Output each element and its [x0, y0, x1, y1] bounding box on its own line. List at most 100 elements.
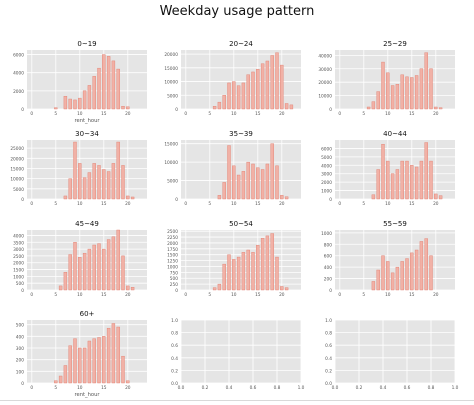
bar-hour-7: [371, 281, 376, 291]
bar-hour-17: [419, 160, 424, 200]
x-tick-label: 0: [338, 292, 341, 298]
x-tick-label: 5: [362, 111, 365, 117]
bar-hour-20: [126, 195, 130, 200]
y-tick-label: 20000: [318, 80, 332, 86]
bar-hour-5: [54, 380, 58, 384]
y-tick-label: 0.4: [171, 356, 178, 362]
bar-hour-10: [78, 347, 82, 384]
plot-area: [181, 230, 301, 290]
bar-hour-12: [395, 266, 400, 291]
y-tick-label: 40000: [318, 53, 332, 59]
plot-area: [335, 320, 455, 383]
bar-hour-19: [429, 68, 433, 110]
bar-hour-20: [126, 285, 130, 291]
y-tick-label: 4000: [13, 71, 24, 77]
bar-hour-11: [82, 347, 87, 384]
y-tick-label: 10000: [164, 160, 178, 166]
x-axis-label: rent_hour: [74, 392, 100, 398]
y-tick-label: 15000: [164, 66, 178, 72]
x-tick-label: 20: [125, 111, 131, 117]
x-tick-label: 20: [279, 292, 285, 298]
subplot-1: 0 2000 4000 6000 0 5 10 15 20 0~19 rent_hour: [13, 40, 147, 124]
bar-hour-15: [102, 54, 106, 110]
y-tick-label: 2500: [167, 229, 178, 235]
y-tick-label: 500: [16, 281, 24, 287]
bar-hour-7: [217, 283, 222, 291]
bar-hour-6: [212, 106, 217, 110]
bar-hour-17: [419, 241, 424, 291]
y-tick-label: 10000: [10, 177, 24, 183]
subplot-title: 0~19: [77, 40, 96, 48]
bar-hour-22: [289, 104, 294, 110]
x-tick-label: 0.0: [332, 385, 339, 391]
bar-hour-15: [256, 69, 260, 110]
bar-hour-9: [381, 144, 385, 200]
bar-hour-16: [106, 171, 111, 200]
y-tick-label: 1500: [13, 268, 24, 274]
x-tick-label: 5: [54, 292, 57, 298]
y-tick-label: 1250: [167, 259, 178, 265]
bar-hour-16: [106, 56, 111, 110]
y-tick-label: 0.4: [325, 356, 332, 362]
bar-hour-20: [434, 193, 438, 200]
x-axis-label: rent_hour: [74, 118, 100, 124]
bar-hour-14: [97, 165, 101, 200]
y-tick-label: 5000: [167, 93, 178, 99]
bar-hour-8: [222, 263, 226, 291]
bar-hour-9: [73, 141, 77, 200]
subplot-title: 20~24: [229, 40, 253, 48]
y-tick-label: 10000: [318, 94, 332, 100]
y-tick-label: 3000: [13, 247, 24, 253]
y-tick-label: 2250: [167, 235, 178, 241]
y-tick-label: 500: [16, 323, 24, 329]
bar-hour-15: [410, 77, 414, 110]
bar-hour-16: [414, 249, 419, 291]
y-tick-label: 300: [16, 346, 24, 352]
x-tick-label: 15: [101, 292, 107, 298]
y-tick-label: 1000: [321, 189, 332, 195]
plot-area: [181, 320, 301, 383]
x-tick-label: 10: [231, 201, 237, 207]
bar-hour-19: [429, 255, 433, 291]
bar-hour-16: [260, 169, 265, 200]
x-tick-label: 10: [231, 111, 237, 117]
bar-hour-19: [429, 160, 433, 200]
bar-hour-17: [265, 163, 270, 200]
bar-hour-16: [414, 75, 419, 110]
y-tick-label: 1000: [167, 264, 178, 270]
bar-hour-12: [395, 83, 400, 110]
subplot-title: 25~29: [383, 40, 407, 48]
bar-hour-15: [410, 252, 414, 291]
bar-hour-9: [73, 242, 77, 291]
bar-hour-7: [371, 101, 376, 110]
x-tick-label: 0: [184, 292, 187, 298]
x-tick-label: 0.0: [178, 385, 185, 391]
bar-hour-20: [126, 380, 130, 384]
x-tick-label: 0.4: [380, 385, 387, 391]
y-tick-label: 4000: [13, 233, 24, 239]
bar-hour-21: [284, 287, 289, 291]
bar-hour-17: [111, 323, 116, 384]
bar-hour-18: [116, 326, 120, 384]
bar-hour-7: [217, 195, 222, 200]
x-tick-label: 0: [30, 111, 33, 117]
y-tick-label: 0.6: [325, 343, 332, 349]
bar-hour-12: [241, 252, 246, 291]
bar-hour-21: [130, 196, 135, 200]
x-tick-label: 0.4: [226, 385, 233, 391]
bar-hour-9: [227, 82, 231, 110]
x-tick-label: 20: [125, 385, 131, 391]
x-tick-label: 20: [279, 201, 285, 207]
x-tick-label: 10: [231, 292, 237, 298]
bar-hour-19: [275, 256, 279, 291]
subplot-title: 55~59: [383, 220, 407, 228]
bar-hour-20: [434, 106, 438, 110]
bar-hour-12: [87, 172, 92, 200]
y-tick-label: 0: [329, 197, 332, 203]
bar-hour-9: [227, 145, 231, 200]
bar-hour-7: [63, 96, 68, 110]
x-tick-label: 15: [255, 201, 261, 207]
y-tick-label: 400: [16, 334, 24, 340]
